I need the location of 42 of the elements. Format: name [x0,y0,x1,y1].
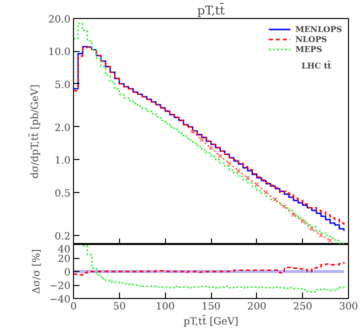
point [236,168,241,173]
point [190,130,195,134]
legend-label: MEPS [295,44,322,54]
y-tick-label: 0 [64,268,71,278]
annotation: LHC tt̄ [302,60,332,70]
x-tick-label: 250 [293,302,312,312]
y-tick-label: 2.0 [54,122,71,134]
x-tick-label: 300 [338,302,358,312]
legend-label: NLOPS [295,34,328,44]
y-tick-label: 0.2 [54,231,71,242]
y-tick-label: 1.0 [54,156,71,167]
y-tick-label: 5.0 [54,80,71,91]
y-tick-label: 40 [58,244,71,256]
point [218,154,222,158]
x-tick-label: 200 [247,302,266,312]
point [208,146,214,150]
point [254,182,260,187]
x-tick-label: 150 [201,302,221,312]
point [272,197,278,202]
y-tick-label: 10.0 [48,47,70,58]
point [328,238,332,243]
point [310,226,314,232]
y-axis-title: Δσ/σ [%] [31,249,42,294]
y-tick-label: −20 [49,281,71,292]
y-tick-label: 0.5 [54,188,71,200]
x-tick-label: 50 [112,302,126,312]
x-tick-label: 100 [156,302,175,312]
y-tick-label: 20 [58,254,71,265]
point [282,204,287,209]
point [264,190,268,195]
point [227,161,232,166]
chart-title: pT,tt̄ [197,2,225,18]
x-axis-title: pT,tt̄ [GeV] [184,314,239,328]
point [300,219,305,224]
point [200,138,204,142]
point [318,233,324,238]
point [291,212,296,218]
y-tick-label: −40 [49,294,71,306]
point [245,176,250,180]
y-axis-title: dσ/dpT,tt̄ [pb/GeV] [28,84,42,179]
legend-label: MENLOPS [295,24,342,34]
y-tick-label: 20.0 [48,14,70,26]
